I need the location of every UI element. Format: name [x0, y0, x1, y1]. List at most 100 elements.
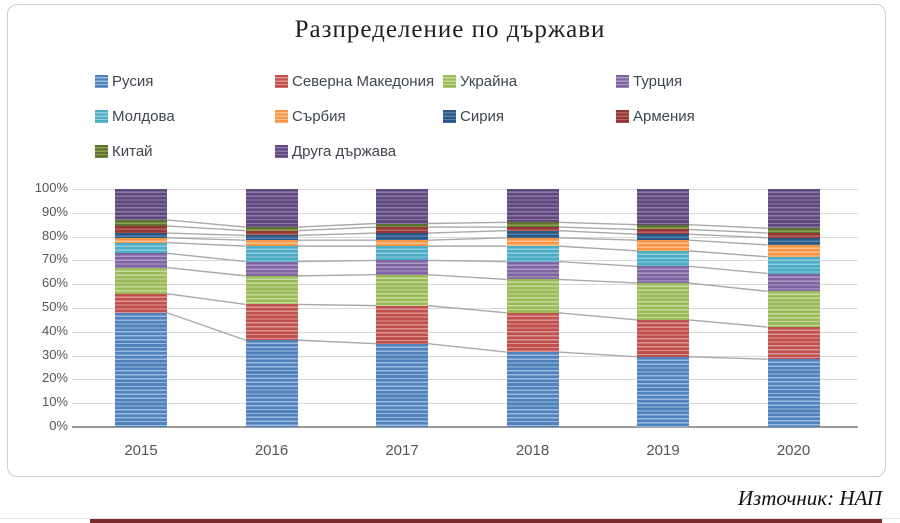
bar-segment-Турция	[376, 260, 428, 275]
bar-segment-Молдова	[637, 250, 689, 267]
legend-swatch-icon	[616, 109, 629, 123]
bar-segment-Северна Македония	[637, 319, 689, 357]
legend-swatch-icon	[443, 109, 456, 123]
bar-segment-Китай	[376, 223, 428, 228]
bar-segment-Армения	[245, 230, 298, 236]
legend-item-Сирия: Сирия	[443, 107, 505, 125]
bar-segment-Сирия	[637, 234, 689, 241]
legend-item-Турция: Турция	[616, 72, 683, 90]
bar-segment-Украйна	[245, 275, 298, 305]
bar-segment-Сърбия	[506, 237, 559, 247]
bar-segment-Молдова	[506, 246, 559, 262]
legend-label: Друга държава	[292, 142, 397, 160]
y-tick-label: 30%	[41, 346, 68, 362]
legend-item-Северна Македония: Северна Македония	[275, 72, 435, 90]
legend-swatch-icon	[95, 144, 108, 158]
legend-label: Украйна	[460, 72, 518, 90]
bar-segment-Русия	[115, 312, 167, 427]
bar-2015	[115, 189, 167, 427]
legend-label: Сирия	[460, 107, 505, 125]
y-tick-label: 40%	[41, 322, 68, 338]
bar-2019	[637, 189, 689, 427]
bar-segment-Армения	[637, 229, 689, 235]
bar-segment-Украйна	[376, 274, 428, 306]
legend-swatch-icon	[443, 74, 456, 88]
legend-item-Армения: Армения	[616, 108, 695, 125]
x-tick-label: 2018	[515, 442, 550, 459]
chart-title: Разпределение по държави	[294, 16, 606, 43]
bar-segment-Сърбия	[376, 240, 428, 247]
gridline	[72, 212, 858, 214]
legend-item-Молдова: Молдова	[95, 107, 175, 125]
legend-item-Украйна: Украйна	[443, 72, 518, 90]
x-tick-label: 2015	[124, 442, 158, 459]
legend-item-Русия: Русия	[95, 72, 154, 90]
bar-segment-Друга държава	[637, 189, 689, 225]
bar-segment-Турция	[115, 253, 167, 268]
legend-swatch-icon	[95, 109, 108, 123]
gridline	[72, 308, 858, 309]
y-tick-label: 10%	[41, 394, 68, 410]
bar-2017	[376, 189, 428, 427]
bar-segment-Турция	[506, 261, 559, 280]
bar-segment-Северна Македония	[115, 293, 167, 313]
legend-item-Китай: Китай	[95, 142, 153, 160]
bar-segment-Украйна	[506, 279, 559, 313]
x-tick-label: 2020	[776, 442, 811, 459]
bar-segment-Русия	[767, 359, 820, 427]
bar-segment-Друга държава	[506, 189, 559, 223]
bar-segment-Русия	[245, 340, 298, 427]
bar-segment-Турция	[637, 266, 689, 284]
y-tick-label: 20%	[41, 370, 68, 386]
legend-item-Друга държава: Друга държава	[275, 142, 397, 160]
bar-segment-Молдова	[115, 242, 167, 254]
bar-segment-Сирия	[506, 230, 559, 238]
bar-segment-Сърбия	[115, 237, 167, 243]
gridline	[72, 236, 858, 238]
bar-segment-Украйна	[637, 283, 689, 320]
bar-segment-Северна Македония	[506, 312, 559, 353]
bar-segment-Молдова	[245, 246, 298, 262]
document-divider-line	[0, 518, 900, 519]
bar-segment-Русия	[637, 356, 689, 427]
bar-segment-Турция	[245, 261, 298, 276]
bar-segment-Сирия	[245, 235, 298, 241]
legend-label: Молдова	[112, 107, 175, 125]
bar-segment-Армения	[767, 233, 820, 238]
legend-swatch-icon	[275, 109, 288, 123]
bar-segment-Армения	[506, 227, 559, 231]
legend-swatch-icon	[95, 74, 108, 88]
bar-segment-Сърбия	[245, 240, 298, 247]
legend-item-Сърбия: Сърбия	[275, 107, 346, 125]
bar-segment-Друга държава	[767, 189, 820, 229]
bar-segment-Друга държава	[245, 189, 298, 228]
bar-segment-Армения	[115, 225, 167, 234]
legend-swatch-icon	[275, 144, 288, 158]
gridline	[72, 189, 858, 190]
bar-segment-Армения	[376, 227, 428, 234]
y-tick-label: 0%	[49, 418, 68, 433]
legend-swatch-icon	[275, 74, 288, 88]
legend-label: Китай	[112, 142, 153, 160]
legend-label: Турция	[633, 72, 683, 90]
bar-segment-Друга държава	[115, 189, 167, 220]
legend-label: Северна Македония	[292, 72, 435, 90]
bar-segment-Русия	[506, 352, 559, 427]
legend-label: Сърбия	[292, 107, 346, 125]
legend-label: Русия	[112, 72, 154, 90]
y-tick-label: 50%	[41, 299, 68, 314]
bar-segment-Северна Македония	[245, 304, 298, 341]
bar-segment-Молдова	[767, 256, 820, 274]
gridline	[72, 331, 858, 333]
document-red-bar	[90, 519, 882, 523]
bar-segment-Китай	[115, 219, 167, 226]
source-note: Източник: НАП	[737, 486, 882, 510]
y-tick-label: 70%	[41, 251, 68, 267]
bar-segment-Китай	[767, 228, 820, 234]
gridline	[72, 403, 858, 405]
legend-swatch-icon	[616, 74, 629, 88]
bar-segment-Сърбия	[767, 244, 820, 257]
y-tick-label: 80%	[41, 227, 68, 243]
bar-segment-Северна Македония	[767, 327, 820, 360]
